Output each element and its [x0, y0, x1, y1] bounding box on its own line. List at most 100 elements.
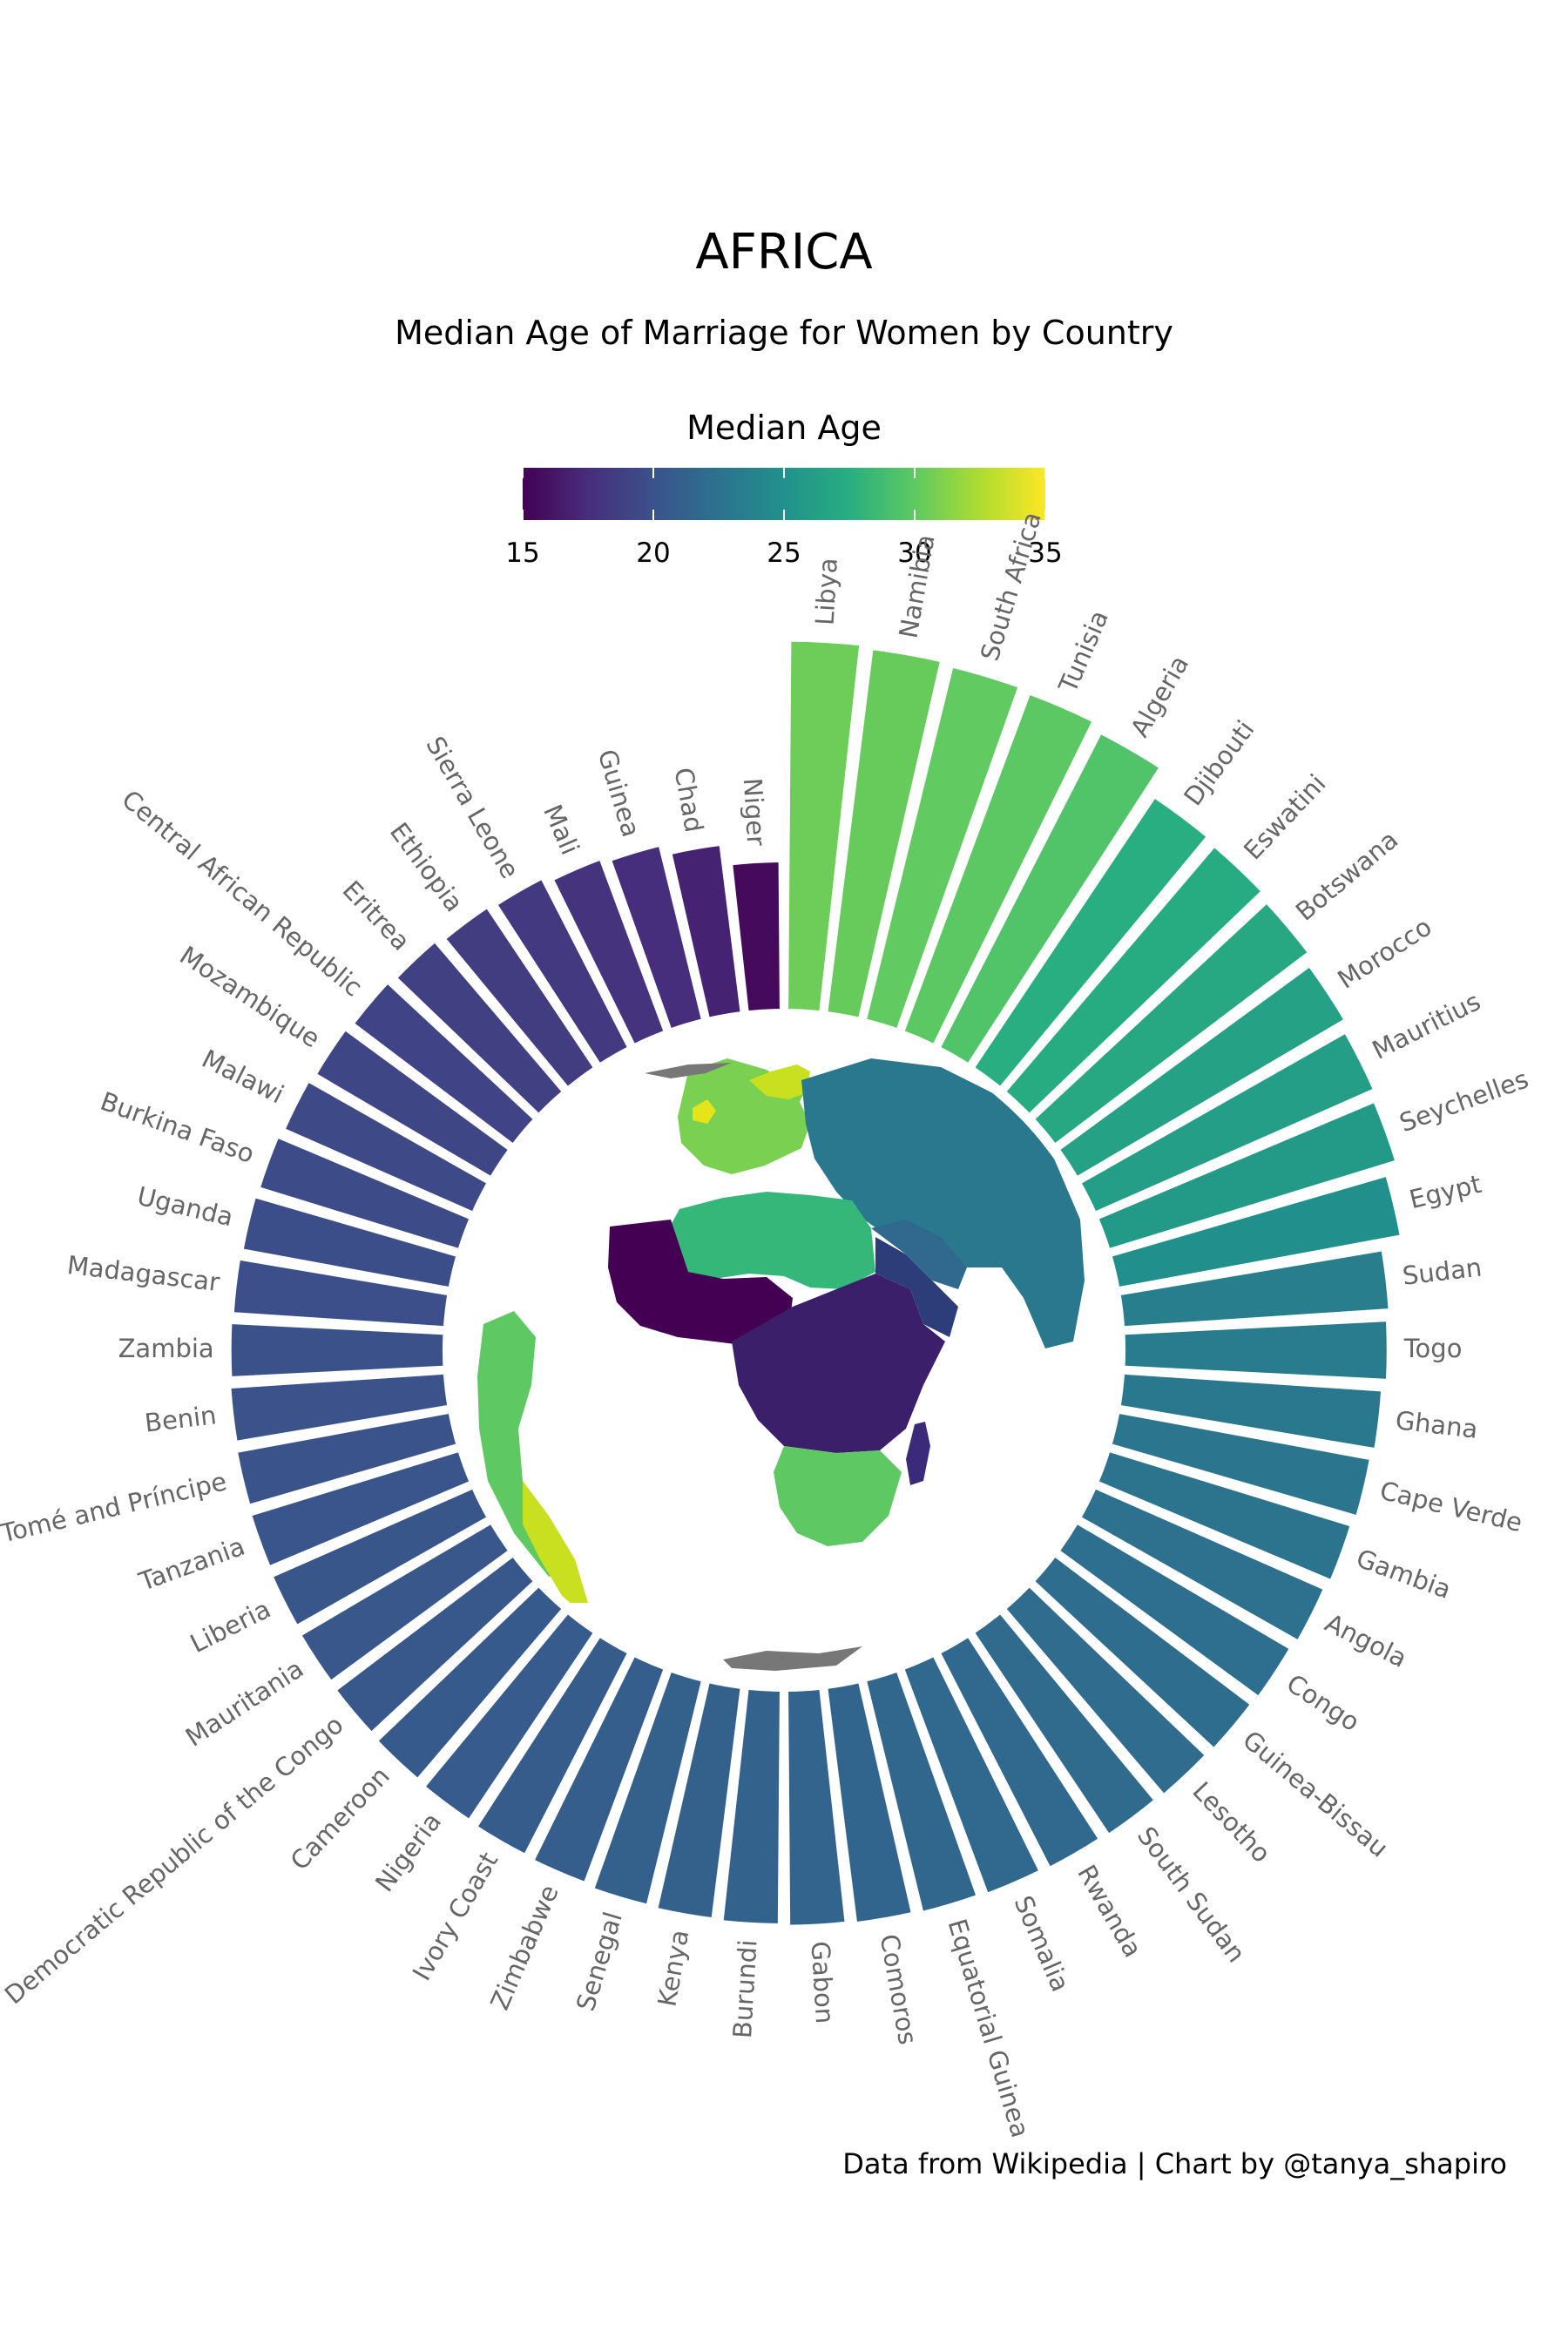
label-egypt: Egypt — [1407, 1169, 1484, 1214]
southern-africa-shape — [774, 1446, 902, 1546]
bar-angola — [1077, 1484, 1328, 1645]
label-libya: Libya — [809, 557, 842, 625]
label-benin: Benin — [143, 1400, 218, 1437]
bar-eswatini — [1002, 842, 1266, 1118]
bar-benin — [227, 1370, 451, 1445]
label-somalia: Somalia — [1008, 1891, 1075, 1996]
north-africa-shape — [669, 1192, 875, 1289]
label-cameroon: Cameroon — [285, 1761, 395, 1876]
globe-map — [453, 1019, 1115, 1681]
bar-morocco — [1055, 963, 1348, 1181]
label-ethiopia: Ethiopia — [384, 817, 470, 917]
bar-djibouti — [970, 794, 1211, 1092]
bar-eritrea — [393, 938, 566, 1118]
label-seychelles: Seychelles — [1396, 1064, 1532, 1138]
label-eritrea: Eritrea — [337, 875, 416, 956]
bar-senegal — [590, 1667, 706, 1909]
bar-comoros — [824, 1679, 916, 1926]
chart-title: AFRICA — [695, 224, 872, 280]
bar-burundi — [720, 1686, 783, 1927]
bar-uganda — [240, 1193, 460, 1291]
legend-tick-label: 35 — [1028, 537, 1062, 569]
madagascar-shape — [906, 1422, 930, 1485]
bar-egypt — [1108, 1173, 1404, 1291]
label-cape-verde: Cape Verde — [1377, 1476, 1525, 1538]
bar-zimbabwe — [530, 1652, 668, 1886]
central-africa-shape — [732, 1274, 945, 1453]
bar-sudan — [1117, 1247, 1392, 1330]
bar-central-african-republic — [349, 979, 538, 1148]
label-togo: Togo — [1403, 1334, 1463, 1363]
bar-madagascar — [230, 1256, 451, 1330]
label-eswatini: Eswatini — [1238, 768, 1332, 865]
bar-libya — [785, 638, 863, 1015]
label-ghana: Ghana — [1394, 1405, 1479, 1444]
bar-sao-tome-and-principe — [233, 1409, 460, 1509]
bar-chad — [668, 841, 744, 1022]
bar-togo — [1121, 1318, 1390, 1382]
bar-congo — [1055, 1519, 1294, 1700]
bar-mozambique — [312, 1026, 513, 1181]
bar-zambia — [227, 1320, 447, 1381]
asia-shape — [801, 1058, 1085, 1348]
label-congo: Congo — [1281, 1668, 1365, 1737]
label-guinea: Guinea — [592, 746, 646, 840]
scandinavia-shape — [749, 1064, 810, 1099]
legend-tick-label: 25 — [767, 537, 801, 569]
legend-tick-label: 30 — [897, 537, 931, 569]
legend-tick-label: 15 — [505, 537, 539, 569]
label-angola: Angola — [1321, 1608, 1412, 1673]
label-burundi: Burundi — [727, 1939, 763, 2039]
label-zimbabwe: Zimbabwe — [484, 1881, 564, 2014]
bar-lesotho — [1002, 1583, 1209, 1799]
bar-tunisia — [900, 690, 1097, 1048]
bar-mali — [550, 855, 668, 1048]
bar-mauritius — [1077, 1029, 1377, 1216]
bar-gambia — [1094, 1448, 1355, 1584]
label-botswana: Botswana — [1290, 825, 1403, 927]
label-tanzania: Tanzania — [134, 1531, 248, 1597]
bar-somalia — [900, 1652, 1044, 1897]
label-burkina-faso: Burkina Faso — [97, 1086, 259, 1169]
label-senegal: Senegal — [571, 1909, 628, 2015]
label-mali: Mali — [537, 801, 585, 860]
label-madagascar: Madagascar — [65, 1250, 221, 1297]
bar-niger — [728, 859, 783, 1015]
east-africa-shape — [875, 1237, 958, 1337]
bar-gabon — [785, 1686, 848, 1929]
bar-mauritania — [297, 1519, 513, 1685]
arctic-shape — [645, 1063, 732, 1078]
label-niger: Niger — [738, 777, 771, 847]
bar-south-sudan — [970, 1609, 1159, 1838]
label-algeria: Algeria — [1125, 651, 1194, 742]
label-sudan: Sudan — [1401, 1252, 1484, 1290]
bar-nigeria — [421, 1609, 598, 1823]
bar-burkina-faso — [256, 1133, 474, 1253]
label-south-africa: South Africa — [975, 509, 1047, 665]
bar-tanzania — [247, 1448, 474, 1571]
bars-group — [227, 638, 1404, 1929]
bar-south-africa — [862, 664, 1023, 1033]
label-rwanda: Rwanda — [1071, 1860, 1148, 1963]
bar-cameroon — [374, 1583, 566, 1783]
label-lesotho: Lesotho — [1186, 1776, 1276, 1869]
label-nigeria: Nigeria — [369, 1807, 447, 1897]
bar-democratic-republic-of-the-congo — [332, 1552, 538, 1736]
bar-malawi — [280, 1078, 491, 1216]
legend-ticks: 15 20 25 30 35 — [505, 468, 1063, 569]
bar-sierra-leone — [493, 875, 632, 1068]
label-tunisia: Tunisia — [1052, 606, 1114, 698]
legend-title: Median Age — [686, 409, 882, 447]
bar-ghana — [1117, 1370, 1385, 1452]
bar-botswana — [1030, 899, 1312, 1148]
label-malawi: Malawi — [197, 1044, 288, 1109]
label-zambia: Zambia — [118, 1334, 214, 1363]
bar-seychelles — [1094, 1098, 1399, 1253]
patagonia-shape — [523, 1481, 588, 1603]
bar-kenya — [653, 1679, 744, 1922]
label-gambia: Gambia — [1353, 1544, 1456, 1605]
label-gabon: Gabon — [806, 1940, 840, 2024]
label-ivory-coast: Ivory Coast — [407, 1847, 504, 1985]
label-uganda: Uganda — [134, 1181, 236, 1233]
label-mauritania: Mauritania — [180, 1653, 309, 1752]
